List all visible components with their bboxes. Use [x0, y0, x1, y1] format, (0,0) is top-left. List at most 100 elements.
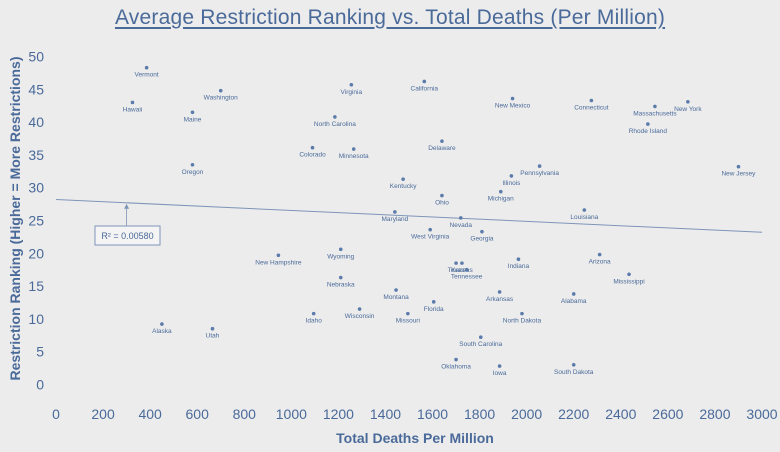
data-point — [338, 247, 343, 252]
point-label: Minnesota — [339, 153, 369, 160]
point-label: Wisconsin — [345, 313, 375, 320]
point-label: Massachusetts — [633, 110, 677, 117]
point-label: New Jersey — [721, 171, 756, 178]
data-point — [130, 100, 135, 105]
data-point — [497, 290, 502, 294]
point-label: Illinois — [502, 180, 521, 187]
point-label: Oregon — [182, 169, 204, 176]
data-point — [571, 292, 576, 296]
point-label: Kansas — [451, 267, 473, 274]
data-point — [582, 208, 587, 212]
data-point — [406, 311, 410, 316]
point-label: Louisiana — [570, 214, 598, 221]
point-label: Colorado — [299, 152, 326, 159]
x-tick-label: 2600 — [652, 406, 683, 422]
data-point — [686, 100, 690, 104]
y-axis-title: Restriction Ranking (Higher = More Restr… — [7, 57, 23, 381]
data-point — [510, 96, 515, 101]
x-axis-title: Total Deaths Per Million — [336, 430, 494, 446]
y-tick-label: 0 — [36, 376, 44, 392]
point-label: North Dakota — [503, 318, 542, 325]
data-point — [218, 88, 223, 93]
x-tick-label: 0 — [52, 406, 60, 422]
data-point — [537, 164, 542, 168]
point-label: Arkansas — [486, 296, 514, 303]
point-label: Arizona — [589, 259, 611, 266]
data-point — [516, 257, 521, 261]
point-label: Rhode Island — [629, 128, 668, 135]
x-tick-label: 600 — [186, 406, 210, 422]
point-label: West Virginia — [411, 234, 449, 241]
point-label: North Carolina — [314, 121, 356, 128]
x-tick-label: 1800 — [464, 406, 495, 422]
point-label: Alabama — [561, 298, 587, 305]
point-label: Utah — [206, 333, 220, 340]
data-point — [349, 82, 354, 87]
y-tick-label: 35 — [28, 147, 44, 163]
point-label: Pennsylvania — [520, 170, 559, 177]
data-point — [440, 139, 444, 143]
data-point — [401, 177, 405, 181]
point-label: South Carolina — [459, 341, 502, 348]
data-point — [571, 362, 576, 367]
point-label: Indiana — [508, 263, 530, 270]
data-point — [333, 115, 337, 119]
point-label: Michigan — [488, 196, 514, 203]
point-label: Hawaii — [123, 106, 143, 113]
x-tick-label: 2000 — [511, 406, 542, 422]
point-label: New York — [674, 106, 702, 113]
y-tick-label: 40 — [28, 114, 44, 130]
data-point — [393, 210, 397, 214]
point-label: Iowa — [493, 370, 507, 377]
point-label: Alaska — [152, 328, 172, 335]
point-label: Texas — [448, 267, 466, 274]
data-point — [646, 122, 650, 126]
y-tick-label: 30 — [28, 180, 44, 196]
data-point — [428, 227, 432, 232]
data-point — [190, 110, 195, 115]
r2-annotation-text: R² = 0.00580 — [101, 231, 153, 241]
point-label: Virginia — [341, 89, 363, 96]
point-label: Montana — [383, 294, 409, 301]
data-point — [422, 79, 427, 84]
point-label: New Mexico — [495, 103, 531, 110]
data-point — [589, 98, 594, 103]
x-tick-label: 1000 — [276, 406, 307, 422]
point-label: Maryland — [382, 216, 409, 223]
data-point — [454, 357, 458, 362]
data-point — [480, 229, 484, 234]
point-label: Connecticut — [574, 104, 609, 111]
point-label: Ohio — [435, 200, 449, 207]
data-point — [464, 267, 469, 272]
y-tick-label: 10 — [28, 311, 44, 327]
point-label: South Dakota — [554, 369, 594, 376]
x-tick-label: 2200 — [558, 406, 589, 422]
data-point — [736, 164, 741, 169]
x-tick-label: 1600 — [417, 406, 448, 422]
x-tick-label: 2400 — [605, 406, 636, 422]
point-label: Idaho — [306, 318, 323, 325]
point-label: Nevada — [450, 222, 473, 229]
trend-line — [55, 199, 763, 233]
data-point — [357, 307, 362, 311]
x-tick-label: 200 — [91, 406, 115, 422]
y-tick-label: 20 — [28, 245, 44, 261]
data-point — [431, 300, 436, 304]
point-label: Missouri — [396, 318, 420, 325]
x-tick-label: 2800 — [699, 406, 730, 422]
point-label: New Hampshire — [255, 259, 302, 266]
y-tick-label: 5 — [36, 344, 44, 360]
x-tick-label: 400 — [138, 406, 162, 422]
data-point — [338, 275, 343, 280]
data-point — [160, 322, 164, 326]
point-label: Vermont — [134, 72, 158, 79]
data-point — [440, 193, 444, 198]
point-label: Tennessee — [451, 274, 483, 281]
point-label: California — [411, 85, 439, 92]
x-tick-label: 800 — [233, 406, 257, 422]
data-point — [498, 189, 503, 194]
data-point — [520, 311, 524, 316]
point-label: Washington — [204, 95, 238, 102]
x-tick-label: 3000 — [746, 406, 777, 422]
point-label: Kentucky — [390, 183, 417, 190]
